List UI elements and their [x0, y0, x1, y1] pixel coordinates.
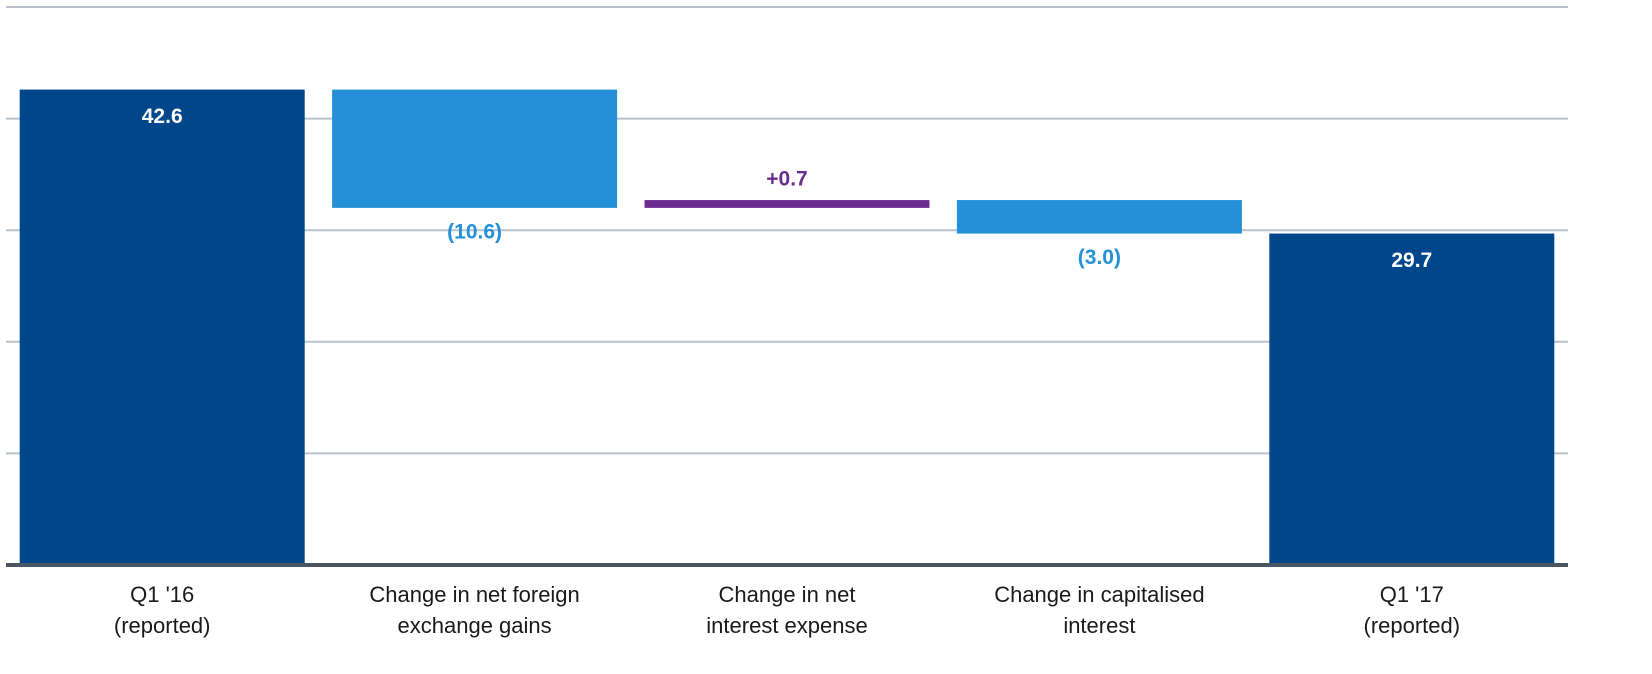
x-tick-label: Change in net foreign: [369, 582, 579, 607]
x-tick-label: (reported): [1364, 613, 1461, 638]
x-tick-label: Q1 '17: [1380, 582, 1444, 607]
bar: [19, 89, 305, 566]
data-label: +0.7: [766, 168, 807, 191]
bar: [956, 200, 1242, 234]
x-tick-label: interest: [1063, 613, 1135, 638]
x-tick-label: Change in capitalised: [994, 582, 1204, 607]
data-label: (3.0): [1078, 246, 1121, 269]
bar: [644, 200, 930, 208]
x-tick-label: Change in net: [719, 582, 856, 607]
bar: [1269, 233, 1555, 565]
x-tick-label: Q1 '16: [130, 582, 194, 607]
x-tick-label: (reported): [114, 613, 211, 638]
data-label: (10.6): [447, 220, 502, 243]
x-tick-label: exchange gains: [398, 613, 552, 638]
data-label: 29.7: [1391, 249, 1432, 272]
data-label: 42.6: [142, 105, 183, 128]
bar: [332, 89, 618, 208]
x-tick-label: interest expense: [706, 613, 867, 638]
